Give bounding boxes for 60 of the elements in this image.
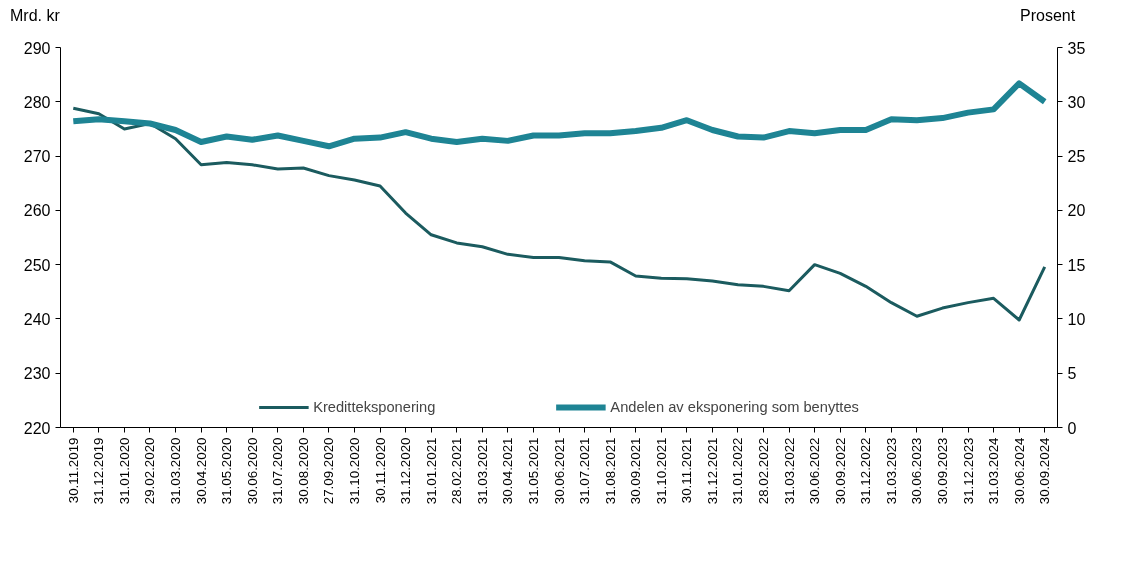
x-tick-label: 31.07.2020	[270, 437, 286, 505]
y-tick-label: 220	[23, 419, 51, 437]
x-tick-label: 30.04.2021	[500, 437, 516, 505]
x-tick-label: 30.09.2024	[1037, 436, 1053, 505]
x-tick-label: 31.12.2022	[858, 437, 874, 505]
x-tick-label: 31.03.2021	[474, 437, 490, 505]
x-tick-label: 31.01.2020	[116, 437, 132, 505]
x-tick-label: 31.10.2021	[653, 437, 669, 505]
x-tick-label: 30.11.2019	[65, 437, 81, 504]
x-tick-label: 31.12.2019	[91, 437, 107, 505]
x-tick-label: 31.03.2023	[883, 437, 899, 505]
x-tick-label: 27.09.2020	[321, 437, 337, 505]
x-tick-label: 31.03.2020	[168, 437, 184, 505]
x-tick-label: 31.05.2020	[219, 437, 235, 505]
y2-tick-label: 0	[1067, 419, 1077, 437]
x-tick-label: 30.06.2021	[551, 437, 567, 505]
x-tick-label: 30.09.2023	[934, 437, 950, 505]
x-tick-label: 31.01.2022	[730, 437, 746, 505]
x-tick-label: 31.08.2021	[602, 437, 618, 505]
x-tick-label: 31.12.2023	[960, 437, 976, 505]
y2-tick-label: 30	[1067, 93, 1086, 111]
x-tick-label: 31.03.2024	[986, 436, 1002, 505]
x-tick-label: 31.03.2022	[781, 437, 797, 505]
x-tick-label: 30.06.2024	[1011, 436, 1027, 505]
y-tick-label: 270	[23, 148, 51, 166]
legend-label: Kreditteksponering	[313, 399, 436, 415]
legend-label: Andelen av eksponering som benyttes	[610, 399, 859, 415]
x-tick-label: 31.05.2021	[525, 437, 541, 505]
y-tick-label: 260	[23, 202, 51, 220]
x-tick-label: 30.06.2022	[807, 437, 823, 505]
y-tick-label: 290	[23, 39, 51, 57]
line-series	[71, 106, 1047, 322]
y2-tick-label: 25	[1067, 148, 1086, 166]
y2-axis-title: Prosent	[1020, 6, 1076, 26]
x-tick-label: 30.09.2022	[832, 437, 848, 505]
y-tick-label: 250	[23, 256, 51, 274]
x-tick-label: 31.12.2021	[704, 437, 720, 505]
x-tick-label: 31.01.2021	[423, 437, 439, 505]
x-tick-label: 30.09.2021	[628, 437, 644, 505]
y2-tick-label: 5	[1067, 365, 1077, 383]
x-tick-label: 31.12.2020	[398, 437, 414, 505]
y-tick-label: 230	[23, 365, 51, 383]
y-tick-label: 280	[23, 93, 51, 111]
y2-tick-label: 20	[1067, 202, 1086, 220]
x-tick-label: 28.02.2022	[756, 437, 772, 505]
x-tick-label: 30.11.2021	[679, 437, 695, 504]
x-tick-label: 30.08.2020	[295, 437, 311, 505]
y2-tick-label: 35	[1067, 39, 1086, 57]
x-tick-label: 29.02.2020	[142, 437, 158, 505]
y2-tick-label: 15	[1067, 256, 1086, 274]
y-axis-title: Mrd. kr	[10, 6, 60, 26]
x-tick-label: 30.11.2020	[372, 437, 388, 504]
y2-tick-label: 10	[1067, 310, 1086, 328]
x-tick-label: 30.06.2020	[244, 437, 260, 505]
x-tick-label: 31.10.2020	[346, 437, 362, 505]
x-tick-label: 31.07.2021	[577, 437, 593, 505]
x-tick-label: 28.02.2021	[449, 437, 465, 505]
y-tick-label: 240	[23, 310, 51, 328]
x-tick-label: 30.04.2020	[193, 437, 209, 505]
x-tick-label: 30.06.2023	[909, 437, 925, 505]
